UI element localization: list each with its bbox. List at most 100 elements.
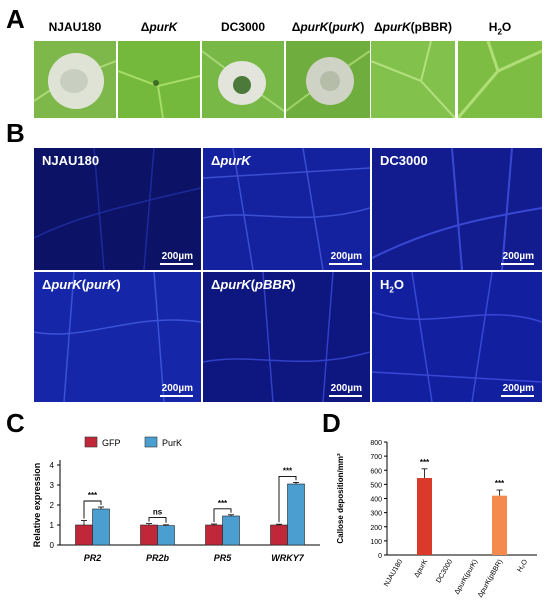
x-category-label: ΔpurK(purK)	[454, 559, 480, 596]
y-tick-label: 200	[370, 525, 382, 532]
scale-bar	[160, 263, 193, 265]
micrograph-purk-complement: ΔpurK(purK) 200µm	[34, 272, 201, 402]
micrograph-label-text: H	[380, 277, 390, 292]
legend-swatch-gfp	[84, 436, 98, 448]
delta-symbol: Δ	[42, 277, 52, 292]
y-tick-label: 500	[370, 482, 382, 489]
micrograph-label-suffix: O	[393, 277, 404, 292]
delta-symbol: Δ	[374, 20, 383, 34]
x-category-label: ΔpurK	[413, 558, 429, 579]
x-category-label: DC3000	[435, 558, 454, 584]
significance-bracket	[213, 508, 232, 522]
leaf-title-suffix: (pBBR)	[410, 20, 452, 34]
significance-label: ***	[88, 491, 98, 500]
panel-letter-b: B	[6, 118, 25, 148]
significance-label: ***	[283, 466, 293, 475]
micrograph-njau180: NJAU180 200µm	[34, 148, 201, 270]
x-category-label: ΔpurK(pBBR)	[477, 559, 504, 599]
leaf-title-4: ΔpurK(purK)	[286, 20, 370, 38]
scale-label: 200µm	[502, 383, 534, 394]
x-category-label: PR5	[214, 553, 233, 563]
leaf-photo-pbbr	[371, 41, 455, 118]
significance-bracket	[83, 500, 102, 519]
leaf-title-text: purK	[149, 20, 178, 34]
y-tick-label: 800	[370, 440, 382, 447]
micrograph-label: ΔpurK(pBBR)	[211, 277, 295, 292]
bar-gfp	[140, 524, 158, 546]
legend-swatch-purk	[144, 436, 158, 448]
x-category-label: PR2b	[146, 553, 170, 563]
leaf-photo-purk-complement	[286, 41, 370, 118]
leaf-title-6: H2O	[488, 20, 512, 37]
y-tick-label: 100	[370, 539, 382, 546]
y-tick-label: 2	[50, 501, 55, 510]
delta-symbol: Δ	[140, 20, 150, 34]
y-axis-title: Relative expression	[32, 463, 42, 548]
x-category-label: NJAU180	[383, 558, 404, 588]
leaf-title-suffix: (purK)	[328, 20, 365, 34]
leaf-photo-h2o	[458, 41, 542, 118]
y-tick-label: 3	[50, 481, 55, 490]
micrograph-dc3000: DC3000 200µm	[372, 148, 542, 270]
micrograph-label: DC3000	[380, 153, 428, 168]
x-category-label: PR2	[84, 553, 102, 563]
vector-name: pBBR	[255, 277, 292, 292]
panel-letter-c: C	[6, 408, 25, 438]
leaf-photo-dc3000	[202, 41, 284, 118]
leaf-title-3: DC3000	[202, 20, 284, 38]
leaf-title-text: NJAU180	[48, 20, 102, 34]
bar	[417, 478, 432, 555]
delta-symbol: Δ	[291, 20, 301, 34]
scale-bar	[501, 263, 534, 265]
scale-label: 200µm	[161, 383, 193, 394]
complement-gene: purK	[332, 20, 361, 34]
bar-purk	[287, 483, 305, 546]
y-tick-label: 700	[370, 454, 382, 461]
leaf-title-1: NJAU180	[34, 20, 116, 38]
y-tick-label: 400	[370, 497, 382, 504]
y-tick-label: 4	[50, 461, 55, 470]
micrograph-label-text: purK	[220, 153, 251, 168]
complement-gene: purK	[86, 277, 117, 292]
significance-bracket	[148, 517, 167, 523]
scale-label: 200µm	[330, 251, 362, 262]
micrograph-pbbr: ΔpurK(pBBR) 200µm	[203, 272, 370, 402]
scale-bar	[329, 395, 362, 397]
legend-label: GFP	[102, 438, 121, 448]
significance-bracket	[278, 475, 297, 523]
bar-purk	[157, 525, 175, 546]
delta-symbol: Δ	[211, 153, 221, 168]
scale-bar	[501, 395, 534, 397]
leaf-title-text: purK	[300, 20, 329, 34]
x-category-label: WRKY7	[271, 553, 304, 563]
micrograph-label-suffix: (pBBR)	[250, 277, 296, 292]
bar-purk	[222, 515, 240, 546]
significance-label: ***	[420, 458, 430, 467]
leaf-title-text: H	[488, 20, 498, 34]
bar	[492, 495, 507, 555]
chart-c: GFP PurK 0 1 2 3 4 Relative expression *** PR2 ns P…	[32, 436, 320, 563]
micrograph-label: H2O	[380, 277, 404, 295]
y-tick-label: 1	[50, 521, 55, 530]
leaf-title-text: purK	[382, 20, 411, 34]
y-tick-label: 300	[370, 511, 382, 518]
micrograph-label-text: DC3000	[380, 153, 428, 168]
significance-label: ***	[495, 479, 505, 488]
leaf-title-2: ΔpurK	[118, 20, 200, 38]
bar-gfp	[205, 524, 223, 546]
scale-label: 200µm	[161, 251, 193, 262]
micrograph-purk: ΔpurK 200µm	[203, 148, 370, 270]
scale-label: 200µm	[502, 251, 534, 262]
micrograph-label-text: NJAU180	[42, 153, 100, 168]
y-tick-label: 0	[50, 541, 55, 550]
micrograph-label-text: purK	[220, 277, 251, 292]
micrograph-label-text: purK	[51, 277, 82, 292]
micrograph-label: ΔpurK	[211, 153, 251, 168]
bar-gfp	[75, 524, 93, 546]
panel-letter-a: A	[6, 4, 25, 34]
delta-symbol: Δ	[211, 277, 221, 292]
micrograph-h2o: H2O 200µm	[372, 272, 542, 402]
y-axis-title: Callose deposition/mm²	[336, 453, 345, 544]
leaf-title-suffix: O	[501, 20, 512, 34]
chart-d: 0 100 200 300 400 500 600 700 800 Callose deposit…	[336, 440, 537, 599]
